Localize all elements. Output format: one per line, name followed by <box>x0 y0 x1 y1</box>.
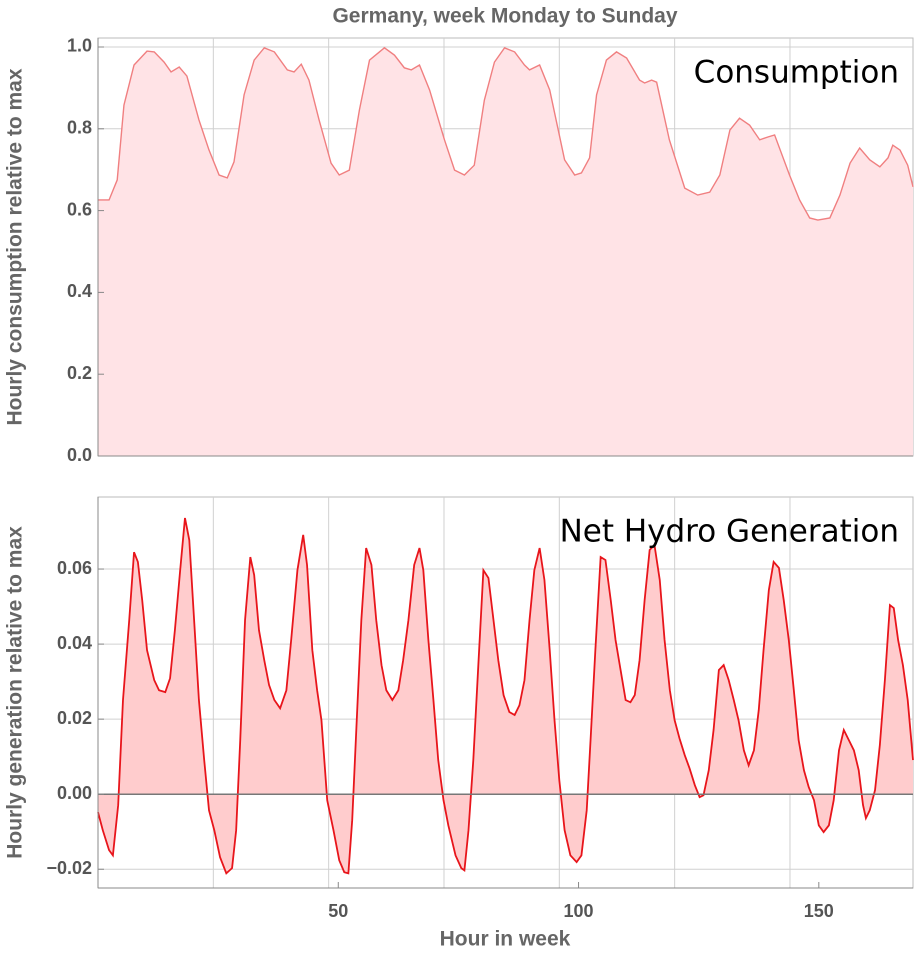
y-tick-label: 0.4 <box>67 281 92 301</box>
annotation: Consumption <box>694 55 899 91</box>
y-tick-label: 0.0 <box>67 445 92 465</box>
annotation: Net Hydro Generation <box>560 514 899 550</box>
x-tick-label: 50 <box>328 901 348 921</box>
y-tick-label: 0.04 <box>57 633 92 653</box>
y-tick-label: 0.6 <box>67 199 92 219</box>
x-tick-label: 100 <box>564 901 594 921</box>
y-tick-label: 0.00 <box>57 783 92 803</box>
y-tick-label: 1.0 <box>67 36 92 56</box>
line <box>98 46 914 221</box>
y-axis-label: Hourly consumption relative to max <box>4 68 27 425</box>
line <box>97 517 914 875</box>
y-tick-label: 0.02 <box>57 708 92 728</box>
y-tick-label: 0.8 <box>67 118 92 138</box>
x-tick-label: 150 <box>804 901 834 921</box>
chart-title: Germany, week Monday to Sunday <box>332 5 677 28</box>
y-tick-label: 0.2 <box>67 363 92 383</box>
area <box>98 47 913 457</box>
y-axis-label: Hourly generation relative to max <box>4 526 27 859</box>
x-axis-label: Hour in week <box>440 928 571 951</box>
area <box>98 518 913 874</box>
y-tick-label: −0.02 <box>46 858 92 878</box>
y-tick-label: 0.06 <box>57 558 92 578</box>
